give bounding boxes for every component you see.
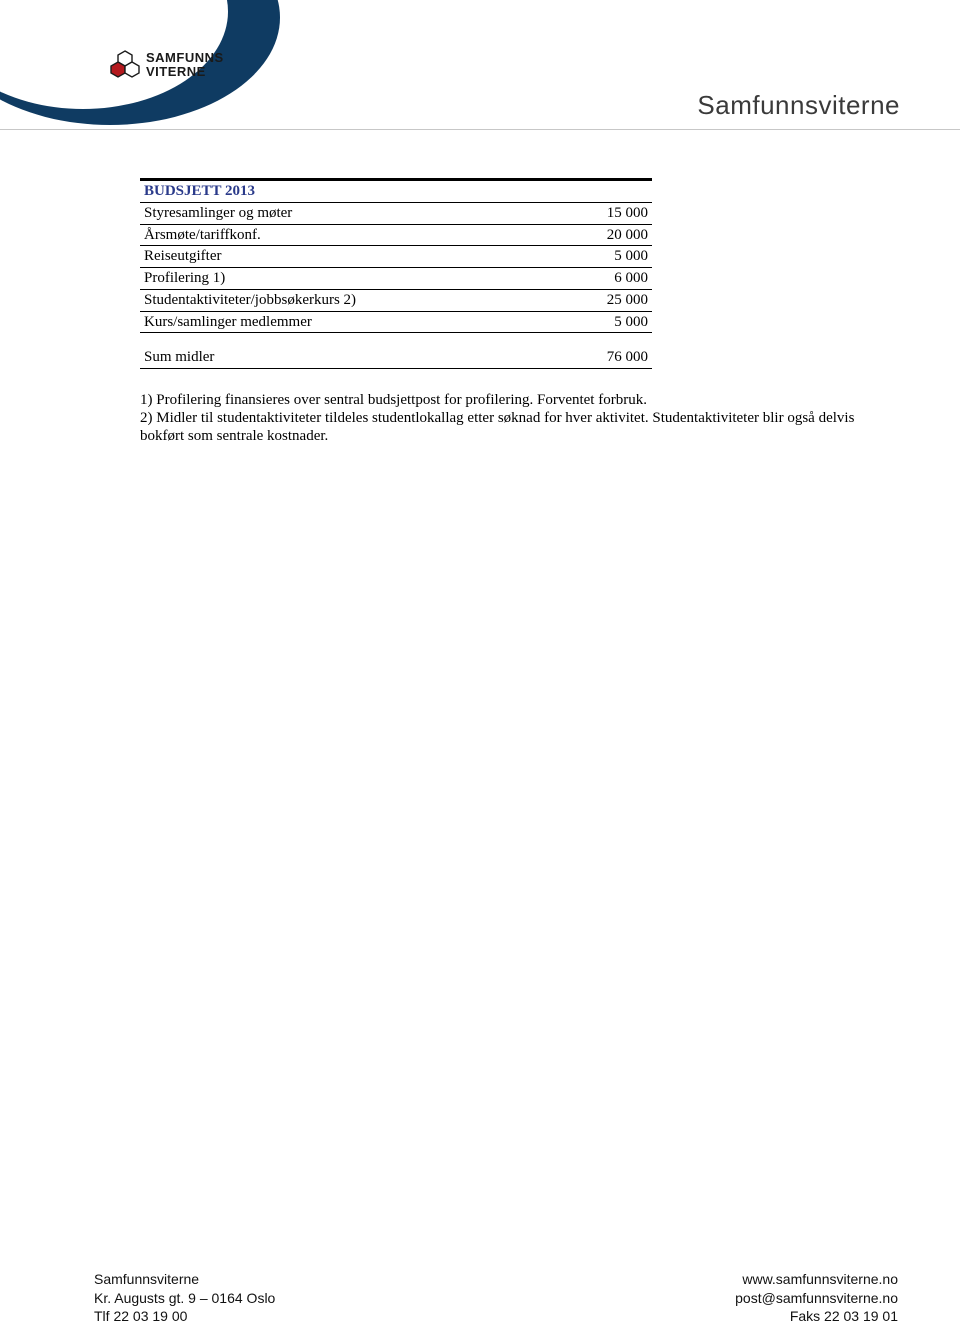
budget-table-wrap: BUDSJETT 2013 Styresamlinger og møter 15… — [140, 178, 652, 369]
page: SAMFUNNS VITERNE Samfunnsviterne BUDSJET… — [0, 0, 960, 1331]
logo-text-line2: VITERNE — [146, 64, 206, 79]
row-amount: 20 000 — [560, 224, 652, 246]
table-row: Profilering 1) 6 000 — [140, 268, 652, 290]
footnotes: 1) Profilering finansieres over sentral … — [140, 391, 895, 445]
footer-phone: Tlf 22 03 19 00 — [94, 1307, 275, 1325]
page-footer: Samfunnsviterne Kr. Augusts gt. 9 – 0164… — [0, 1270, 960, 1331]
row-amount: 5 000 — [560, 246, 652, 268]
page-header: SAMFUNNS VITERNE Samfunnsviterne — [0, 0, 960, 130]
row-label: Profilering 1) — [140, 268, 560, 290]
footer-address: Kr. Augusts gt. 9 – 0164 Oslo — [94, 1289, 275, 1307]
table-row: Reiseutgifter 5 000 — [140, 246, 652, 268]
budget-table: BUDSJETT 2013 Styresamlinger og møter 15… — [140, 178, 652, 369]
logo-text: SAMFUNNS VITERNE — [146, 51, 224, 78]
footer-web: www.samfunnsviterne.no — [735, 1270, 898, 1288]
table-row: Årsmøte/tariffkonf. 20 000 — [140, 224, 652, 246]
footnote-1: 1) Profilering finansieres over sentral … — [140, 391, 895, 409]
row-label: Årsmøte/tariffkonf. — [140, 224, 560, 246]
footer-fax: Faks 22 03 19 01 — [735, 1307, 898, 1325]
row-label: Studentaktiviteter/jobbsøkerkurs 2) — [140, 289, 560, 311]
logo-mark-icon — [110, 50, 140, 80]
content-area: BUDSJETT 2013 Styresamlinger og møter 15… — [140, 178, 895, 445]
row-label: Styresamlinger og møter — [140, 202, 560, 224]
org-logo: SAMFUNNS VITERNE — [110, 50, 224, 80]
sum-amount: 76 000 — [560, 347, 652, 368]
brand-title: Samfunnsviterne — [697, 90, 900, 121]
row-amount: 15 000 — [560, 202, 652, 224]
footer-org: Samfunnsviterne — [94, 1270, 275, 1288]
footer-email: post@samfunnsviterne.no — [735, 1289, 898, 1307]
row-amount: 25 000 — [560, 289, 652, 311]
footnote-2: 2) Midler til studentaktiviteter tildele… — [140, 409, 895, 445]
table-header-row: BUDSJETT 2013 — [140, 180, 652, 203]
table-row: Styresamlinger og møter 15 000 — [140, 202, 652, 224]
footer-left: Samfunnsviterne Kr. Augusts gt. 9 – 0164… — [94, 1270, 275, 1325]
table-row: Kurs/samlinger medlemmer 5 000 — [140, 311, 652, 333]
budget-title: BUDSJETT 2013 — [140, 180, 652, 203]
table-spacer-row — [140, 333, 652, 347]
footer-right: www.samfunnsviterne.no post@samfunnsvite… — [735, 1270, 898, 1325]
row-amount: 6 000 — [560, 268, 652, 290]
table-row: Studentaktiviteter/jobbsøkerkurs 2) 25 0… — [140, 289, 652, 311]
row-amount: 5 000 — [560, 311, 652, 333]
sum-row: Sum midler 76 000 — [140, 347, 652, 368]
sum-label: Sum midler — [140, 347, 560, 368]
row-label: Reiseutgifter — [140, 246, 560, 268]
row-label: Kurs/samlinger medlemmer — [140, 311, 560, 333]
